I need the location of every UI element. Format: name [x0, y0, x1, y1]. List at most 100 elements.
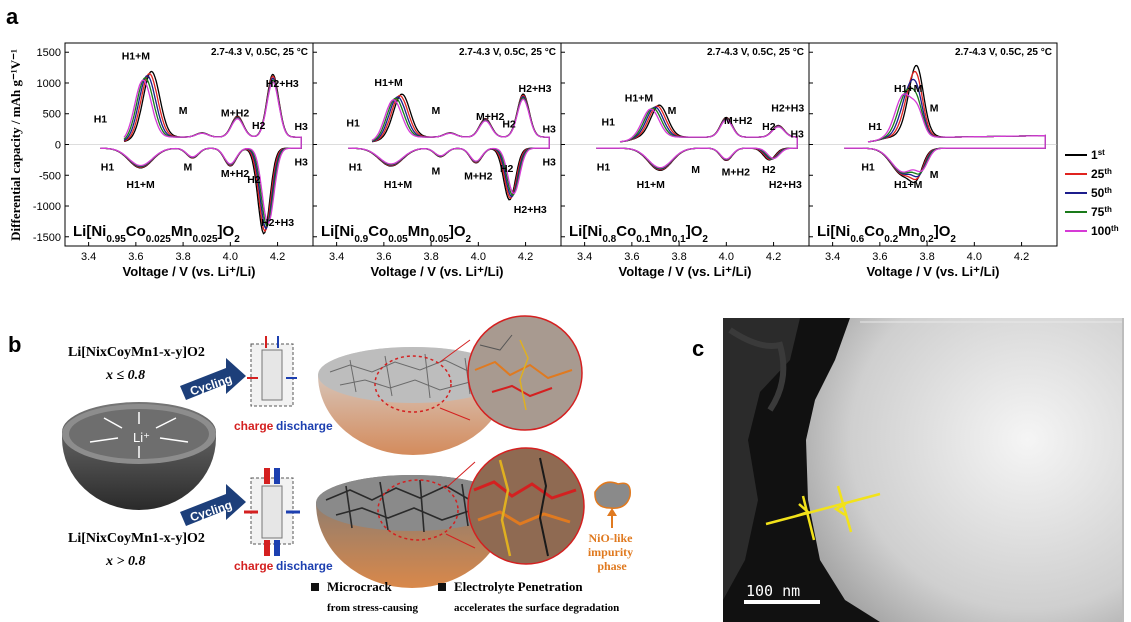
top-condition: x ≤ 0.8 — [105, 368, 145, 383]
peak-annotation: H1 — [346, 117, 360, 129]
condition-label: 2.7-4.3 V, 0.5C, 25 °C — [955, 47, 1052, 58]
bottom-condition: x > 0.8 — [105, 554, 145, 569]
x-tick-label: 4.2 — [766, 251, 781, 263]
unit-cell-icon-bottom — [244, 468, 300, 556]
zoom-lines — [439, 339, 476, 549]
peak-annotation: M+H2 — [464, 170, 492, 182]
peak-annotation: M — [431, 165, 440, 177]
schematic-panel: Li[NixCoyMn1-x-y]O2 x ≤ 0.8 Li⁺ Cycling … — [62, 315, 636, 614]
legend-label: 1st — [1091, 148, 1105, 163]
scale-bar-label: 100 nm — [746, 582, 800, 600]
pristine-particle: Li⁺ — [62, 402, 216, 510]
cycling-arrow-top: Cycling — [180, 358, 246, 400]
x-tick-label: 3.8 — [175, 251, 190, 263]
x-tick-label: 3.4 — [81, 251, 96, 263]
panel-label-c: c — [692, 336, 704, 361]
y-axis-label: Differential capacity / mAh g⁻¹V⁻¹ — [8, 49, 23, 241]
peak-annotation: M — [691, 164, 700, 176]
legend-label: 100th — [1091, 224, 1119, 239]
legend-label: 50th — [1091, 186, 1112, 201]
unit-cell-icon-top — [247, 336, 297, 407]
charge-label-bottom: charge — [234, 559, 274, 573]
impurity-particle — [594, 481, 631, 528]
panel-label-a: a — [6, 4, 19, 29]
peak-annotation: H1+M — [126, 179, 155, 191]
peak-annotation: M+H2 — [221, 108, 249, 120]
legend-label: 75th — [1091, 205, 1112, 220]
tem-image: 100 nm — [723, 318, 1124, 622]
cycled-particle-bottom — [316, 475, 508, 588]
peak-annotation: H2 — [500, 163, 514, 175]
peak-annotation: H3 — [294, 121, 308, 133]
x-tick-label: 3.6 — [872, 251, 887, 263]
chart-panel-4: 3.4 3.6 3.8 4.0 4.2 Voltage / V (vs. Li⁺/Li) 2… — [808, 42, 1058, 279]
peak-annotation: H1 — [101, 162, 115, 174]
x-axis-label: Voltage / V (vs. Li⁺/Li) — [122, 264, 255, 279]
x-tick-label: 3.8 — [423, 251, 438, 263]
y-tick-label: -1000 — [33, 201, 61, 213]
condition-label: 2.7-4.3 V, 0.5C, 25 °C — [707, 47, 804, 58]
peak-annotation: H1 — [602, 117, 616, 129]
peak-annotation: H2+H3 — [514, 204, 547, 216]
peak-annotation: M+H2 — [476, 111, 504, 123]
peak-annotation: H1 — [94, 114, 108, 126]
peak-annotation: M — [179, 105, 188, 117]
x-axis-label: Voltage / V (vs. Li⁺/Li) — [866, 264, 999, 279]
peak-annotation: H1+M — [374, 77, 403, 89]
peak-annotation: H2+H3 — [266, 78, 299, 90]
x-tick-label: 3.4 — [825, 251, 840, 263]
peak-annotation: H1 — [349, 162, 363, 174]
peak-annotation: H2+H3 — [769, 179, 802, 191]
x-tick-label: 3.4 — [329, 251, 344, 263]
cv-curve-100th — [844, 93, 1046, 173]
x-tick-label: 3.6 — [624, 251, 639, 263]
peak-annotation: H3 — [790, 128, 804, 140]
peak-annotation: H3 — [294, 157, 308, 169]
x-axis-label: Voltage / V (vs. Li⁺/Li) — [618, 264, 751, 279]
peak-annotation: H3 — [542, 124, 556, 136]
x-axis-label: Voltage / V (vs. Li⁺/Li) — [370, 264, 503, 279]
cv-curve-25th — [596, 105, 798, 171]
cv-curve-50th — [348, 96, 550, 198]
li-ion-label: Li⁺ — [133, 430, 150, 445]
composition-label: Li[Ni0.6Co0.2Mn0.2]O2 — [817, 223, 956, 245]
zoom-circle-top — [467, 315, 583, 431]
diffusion-arrows-icon — [89, 412, 189, 458]
cv-curve-25th — [348, 94, 550, 200]
x-tick-label: 3.6 — [128, 251, 143, 263]
top-formula: Li[NixCoyMn1-x-y]O2 — [68, 345, 205, 360]
peak-annotation: M — [431, 105, 440, 117]
cv-curve-1st — [348, 93, 550, 201]
peak-annotation: M+H2 — [221, 168, 249, 180]
peak-annotation: H2 — [762, 164, 776, 176]
legend-label: 25th — [1091, 167, 1112, 182]
x-tick-label: 4.0 — [471, 251, 486, 263]
peak-annotation: M — [930, 103, 939, 115]
peak-annotation: H1 — [597, 162, 611, 174]
peak-annotation: H2 — [502, 119, 516, 131]
x-tick-label: 4.0 — [223, 251, 238, 263]
peak-annotation: H2 — [247, 174, 261, 186]
bullet-microcrack-title: Microcrack — [327, 579, 392, 594]
cv-curve-100th — [348, 98, 550, 195]
peak-annotation: H1+M — [894, 83, 923, 95]
bullet-icon — [311, 583, 319, 591]
x-tick-label: 4.0 — [967, 251, 982, 263]
y-tick-label: -500 — [39, 170, 61, 182]
bullet-icon — [438, 583, 446, 591]
y-tick-label: -1500 — [33, 232, 61, 244]
peak-annotation: H1 — [861, 162, 875, 174]
peak-annotation: H1+M — [122, 50, 151, 62]
peak-annotation: M+H2 — [722, 167, 750, 179]
y-tick-label: 0 — [55, 140, 61, 152]
panel-label-b: b — [8, 332, 21, 357]
x-tick-label: 3.6 — [376, 251, 391, 263]
peak-annotation: M — [668, 105, 677, 117]
impurity-label: NiO-like impurity phase — [588, 531, 636, 573]
peak-annotation: H2+H3 — [771, 103, 804, 115]
bottom-formula: Li[NixCoyMn1-x-y]O2 — [68, 531, 205, 546]
x-tick-label: 4.2 — [1014, 251, 1029, 263]
peak-annotation: H1+M — [894, 179, 923, 191]
chart-panel-2: 3.4 3.6 3.8 4.0 4.2 Voltage / V (vs. Li⁺/Li) 2… — [312, 42, 562, 279]
